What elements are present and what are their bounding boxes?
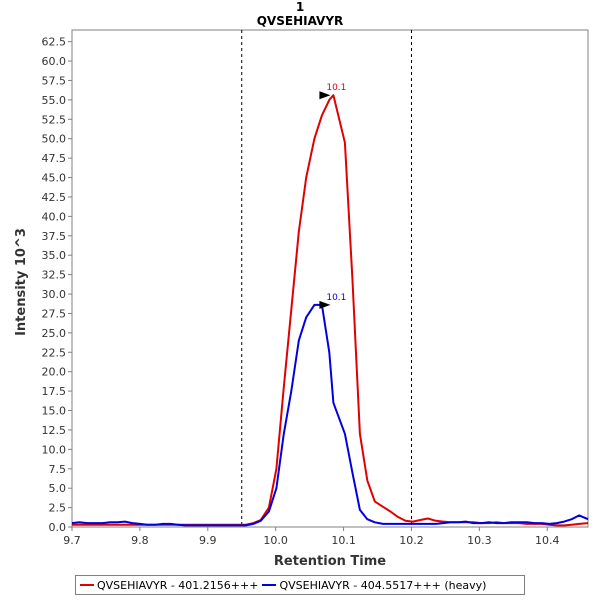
peak-label-light: 10.1 [326, 83, 346, 93]
y-tick-label: 5.0 [49, 482, 67, 495]
plot-area [71, 29, 589, 528]
legend-swatch-heavy [262, 584, 277, 586]
series-line-heavy [71, 303, 589, 527]
y-tick-label: 52.5 [42, 113, 67, 126]
y-tick-label: 60.0 [42, 55, 67, 68]
x-tick-label: 10.0 [263, 534, 288, 547]
y-axis-label: Intensity 10^3 [14, 228, 29, 336]
y-tick-label: 32.5 [42, 269, 67, 282]
y-tick-label: 42.5 [42, 191, 67, 204]
y-tick-label: 0.0 [49, 521, 67, 534]
y-tick-label: 47.5 [42, 152, 67, 165]
y-tick-label: 35.0 [42, 249, 67, 262]
x-tick-label: 10.4 [535, 534, 560, 547]
legend-label-light: QVSEHIAVYR - 401.2156+++ [97, 578, 259, 592]
y-tick-label: 37.5 [42, 230, 67, 243]
legend-item-light: QVSEHIAVYR - 401.2156+++ [80, 579, 258, 592]
chart-title: 1 [295, 0, 305, 14]
y-tick-label: 15.0 [42, 405, 67, 418]
y-tick-label: 50.0 [42, 133, 67, 146]
y-tick-label: 17.5 [42, 385, 67, 398]
x-tick-label: 10.2 [399, 534, 424, 547]
y-tick-label: 25.0 [42, 327, 67, 340]
peak-marker-heavy [319, 300, 331, 309]
y-tick-label: 22.5 [42, 346, 67, 359]
y-tick-label: 20.0 [42, 366, 67, 379]
x-tick-label: 9.8 [131, 534, 149, 547]
x-tick-label: 9.9 [199, 534, 217, 547]
legend-label-heavy: QVSEHIAVYR - 404.5517+++ (heavy) [279, 578, 487, 592]
peak-marker-light [319, 91, 331, 100]
x-tick-label: 9.7 [63, 534, 81, 547]
y-tick-label: 30.0 [42, 288, 67, 301]
chart-subtitle: QVSEHIAVYR [256, 14, 344, 28]
chromatogram-chart: 0.0 2.5 5.0 7.5 10.0 12.5 15.0 17.5 20.0 22.5 25.0… [14, 29, 589, 569]
peak-label-heavy: 10.1 [326, 293, 346, 303]
y-tick-label: 7.5 [49, 463, 67, 476]
x-tick-label: 10.3 [467, 534, 492, 547]
x-axis-label: Retention Time [274, 554, 386, 569]
legend-item-heavy: QVSEHIAVYR - 404.5517+++ (heavy) [262, 579, 486, 592]
y-tick-label: 57.5 [42, 74, 67, 87]
x-tick-label: 10.1 [331, 534, 356, 547]
y-tick-label: 45.0 [42, 172, 67, 185]
y-tick-label: 62.5 [42, 36, 67, 49]
y-tick-label: 55.0 [42, 94, 67, 107]
y-tick-label: 12.5 [42, 424, 67, 437]
y-tick-label: 2.5 [49, 502, 67, 515]
y-tick-label: 27.5 [42, 307, 67, 320]
y-tick-label: 40.0 [42, 210, 67, 223]
legend-swatch-light [80, 584, 94, 586]
legend: QVSEHIAVYR - 401.2156+++ QVSEHIAVYR - 40… [75, 575, 525, 595]
y-tick-label: 10.0 [42, 443, 67, 456]
